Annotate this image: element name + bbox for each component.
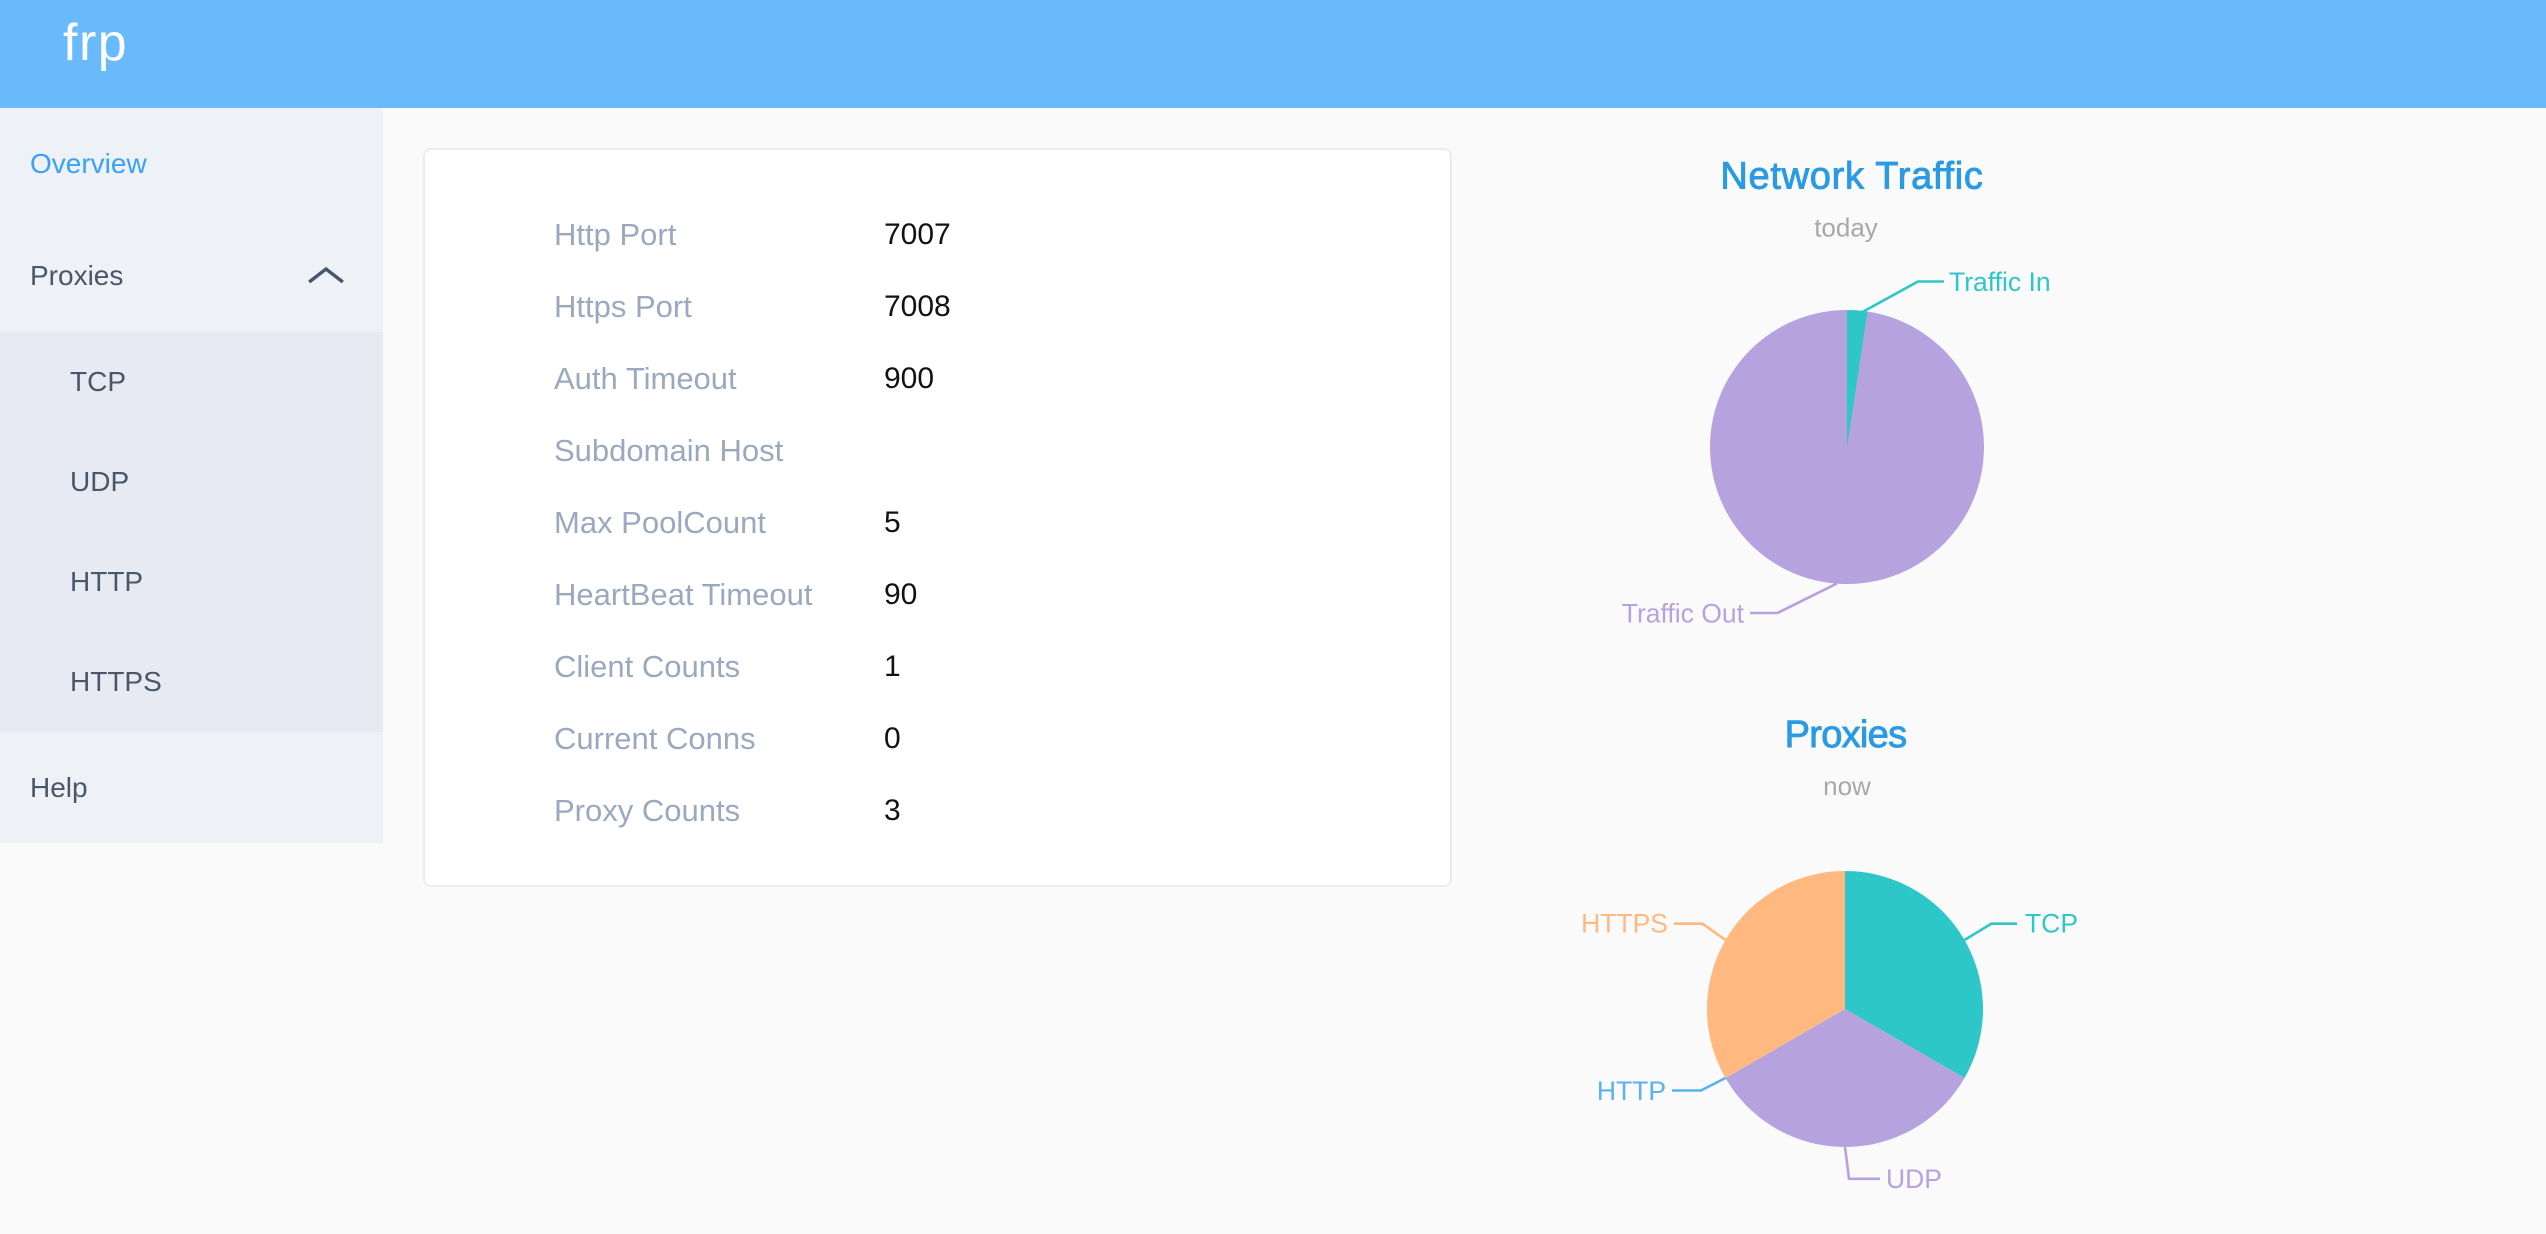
- svg-text:HTTPS: HTTPS: [1581, 909, 1668, 939]
- svg-text:now: now: [1823, 771, 1871, 801]
- svg-text:Proxies: Proxies: [1785, 714, 1907, 756]
- svg-text:Network Traffic: Network Traffic: [1720, 156, 1983, 198]
- svg-text:today: today: [1814, 213, 1878, 243]
- svg-text:Traffic Out: Traffic Out: [1622, 599, 1745, 629]
- svg-text:UDP: UDP: [1886, 1164, 1942, 1194]
- svg-text:HTTP: HTTP: [1597, 1076, 1666, 1106]
- svg-text:Traffic In: Traffic In: [1949, 267, 2051, 297]
- svg-text:TCP: TCP: [2025, 909, 2078, 939]
